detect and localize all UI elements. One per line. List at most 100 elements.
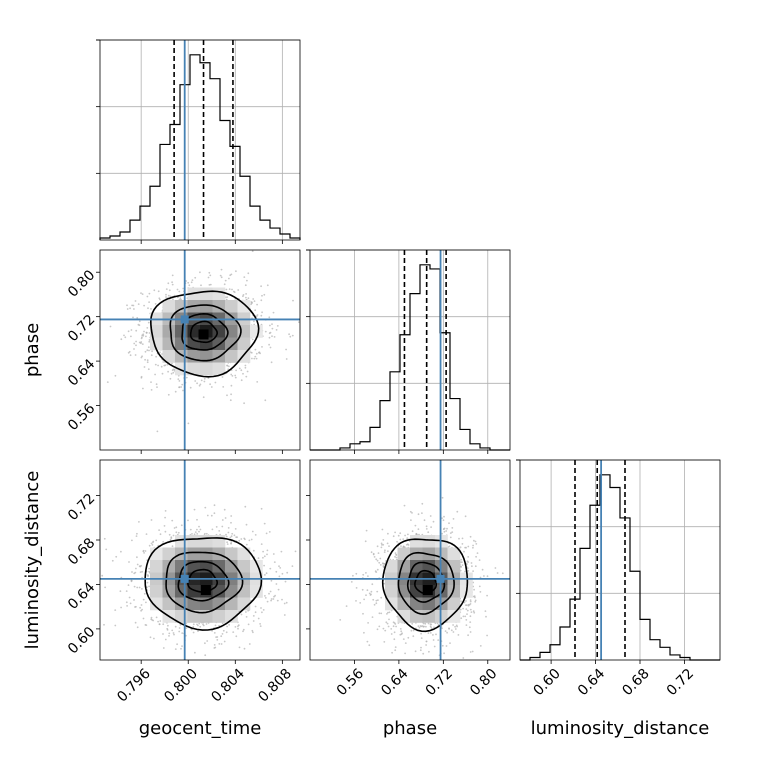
- sample-point: [226, 625, 229, 628]
- panel-frame: [99, 459, 301, 661]
- sample-point: [234, 626, 237, 628]
- sample-point: [388, 611, 391, 614]
- sample-point: [165, 296, 167, 298]
- sample-point: [140, 292, 142, 294]
- sample-point: [200, 379, 203, 382]
- sample-point: [462, 657, 465, 659]
- sample-point: [181, 645, 183, 647]
- sample-point: [391, 651, 393, 654]
- sample-point: [204, 506, 207, 509]
- sample-point: [251, 530, 254, 533]
- sample-point: [254, 348, 257, 351]
- sample-point: [166, 363, 169, 366]
- sample-point: [425, 625, 427, 628]
- sample-point: [383, 582, 386, 585]
- sample-point: [261, 611, 263, 614]
- sample-point: [131, 539, 133, 542]
- sample-point: [264, 574, 266, 576]
- sample-point: [264, 330, 267, 333]
- sample-point: [469, 651, 472, 653]
- sample-point: [254, 534, 257, 536]
- sample-point: [469, 599, 472, 601]
- sample-point: [189, 386, 192, 389]
- sample-point: [171, 545, 174, 548]
- sample-point: [171, 519, 174, 522]
- sample-point: [261, 311, 263, 314]
- sample-point: [279, 567, 282, 569]
- sample-point: [240, 379, 243, 382]
- sample-point: [441, 532, 443, 535]
- sample-point: [199, 271, 201, 274]
- sample-point: [220, 276, 223, 279]
- sample-point: [474, 599, 477, 602]
- sample-point: [174, 625, 177, 628]
- sample-point: [383, 641, 386, 643]
- sample-point: [114, 609, 117, 611]
- sample-point: [156, 386, 158, 388]
- sample-point: [272, 311, 275, 314]
- sample-point: [209, 274, 212, 277]
- density-cell: [212, 560, 226, 573]
- sample-point: [461, 561, 463, 564]
- sample-point: [135, 567, 137, 570]
- sample-point: [208, 284, 211, 286]
- sample-point: [251, 338, 254, 341]
- sample-point: [114, 374, 117, 377]
- sample-point: [291, 334, 294, 337]
- sample-point: [136, 626, 139, 629]
- sample-point: [131, 304, 134, 307]
- sample-point: [128, 561, 130, 563]
- sample-point: [199, 383, 202, 386]
- density-cell: [200, 287, 213, 301]
- sample-point: [319, 525, 321, 527]
- sample-point: [135, 329, 138, 332]
- sample-point: [144, 358, 147, 361]
- sample-point: [134, 300, 137, 302]
- sample-point: [210, 514, 213, 517]
- sample-point: [177, 378, 180, 380]
- density-cell: [200, 535, 213, 548]
- sample-point: [167, 294, 170, 297]
- sample-point: [167, 282, 170, 285]
- sample-point: [371, 583, 374, 586]
- sample-point: [367, 575, 369, 577]
- sample-point: [366, 640, 369, 643]
- sample-point: [231, 288, 233, 291]
- sample-point: [465, 624, 468, 626]
- density-cell: [212, 610, 226, 623]
- sample-point: [469, 615, 472, 618]
- density-geocent_time-vs-luminosity_distance: [96, 459, 321, 664]
- sample-point: [206, 514, 209, 517]
- sample-point: [386, 542, 389, 545]
- sample-point: [166, 627, 169, 630]
- sample-point: [421, 502, 424, 505]
- sample-point: [404, 534, 406, 537]
- sample-point: [145, 331, 148, 334]
- sample-point: [221, 376, 224, 378]
- sample-point: [381, 544, 383, 546]
- sample-point: [472, 610, 475, 613]
- truth-marker: [180, 574, 189, 583]
- sample-point: [443, 515, 445, 518]
- sample-point: [180, 386, 183, 388]
- density-cell: [187, 325, 201, 338]
- sample-point: [266, 549, 269, 552]
- sample-point: [467, 570, 470, 572]
- density-phase-vs-luminosity_distance: [306, 459, 511, 664]
- sample-point: [114, 624, 117, 627]
- sample-point: [133, 585, 136, 588]
- sample-point: [472, 570, 474, 572]
- sample-point: [269, 331, 272, 334]
- sample-point: [429, 515, 432, 517]
- sample-point: [248, 539, 251, 542]
- density-cell: [150, 585, 163, 598]
- sample-point: [205, 623, 208, 625]
- panel-frame: [519, 459, 721, 661]
- sample-point: [245, 543, 248, 546]
- sample-point: [143, 366, 146, 368]
- sample-point: [127, 351, 130, 354]
- sample-point: [218, 643, 221, 645]
- sample-point: [376, 590, 379, 593]
- sample-point: [230, 541, 233, 543]
- sample-point: [227, 531, 230, 534]
